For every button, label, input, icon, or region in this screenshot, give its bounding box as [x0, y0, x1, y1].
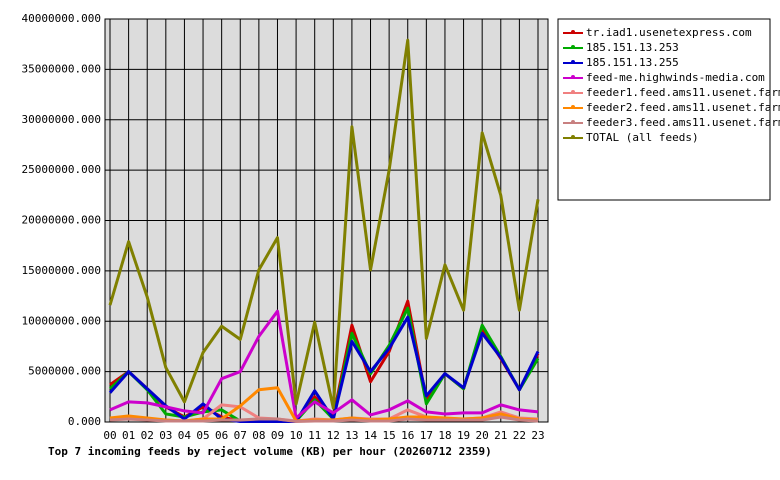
y-tick-label: 30000000.000 [22, 113, 101, 126]
x-tick-label: 07 [234, 429, 247, 442]
x-tick-label: 19 [457, 429, 470, 442]
y-tick-label: 20000000.000 [22, 214, 101, 227]
series-line [108, 38, 540, 410]
legend-dot [571, 45, 575, 49]
legend-label: 185.151.13.253 [586, 41, 679, 54]
x-tick-label: 17 [420, 429, 433, 442]
x-tick-label: 08 [252, 429, 265, 442]
series-line [109, 415, 539, 423]
x-tick-label: 12 [327, 429, 340, 442]
legend-label: feeder1.feed.ams11.usenet.farm [586, 86, 780, 99]
y-tick-label: 10000000.000 [22, 314, 101, 327]
legend-dot [571, 60, 575, 64]
y-tick-label: 5000000.000 [28, 365, 101, 378]
legend-label: TOTAL (all feeds) [586, 131, 699, 144]
x-tick-label: 00 [103, 429, 116, 442]
x-tick-label: 06 [215, 429, 228, 442]
legend-dot [571, 120, 575, 124]
x-tick-label: 14 [364, 429, 378, 442]
legend-label: 185.151.13.255 [586, 56, 679, 69]
x-tick-label: 22 [513, 429, 526, 442]
x-tick-label: 15 [383, 429, 396, 442]
series-line [108, 315, 540, 423]
x-tick-label: 13 [345, 429, 358, 442]
legend-label: feeder2.feed.ams11.usenet.farm [586, 101, 780, 114]
legend-box [557, 18, 771, 201]
y-tick-label: 25000000.000 [22, 163, 101, 176]
y-tick-label: 35000000.000 [22, 62, 101, 75]
chart-title: Top 7 incoming feeds by reject volume (K… [48, 445, 492, 458]
x-tick-label: 11 [308, 429, 321, 442]
legend-dot [571, 30, 575, 34]
legend-dot [571, 105, 575, 109]
legend-label: feeder3.feed.ams11.usenet.farm [586, 116, 780, 129]
legend-dot [571, 135, 575, 139]
legend-label: feed-me.highwinds-media.com [586, 71, 765, 84]
y-tick-label: 0.000 [68, 415, 101, 428]
x-tick-label: 09 [271, 429, 284, 442]
x-tick-label: 04 [178, 429, 192, 442]
x-tick-label: 21 [494, 429, 507, 442]
y-tick-label: 40000000.000 [22, 12, 101, 25]
x-tick-label: 03 [159, 429, 172, 442]
x-tick-label: 05 [196, 429, 209, 442]
series-line [109, 309, 539, 420]
x-tick-label: 23 [531, 429, 544, 442]
legend-label: tr.iad1.usenetexpress.com [586, 26, 752, 39]
x-tick-label: 18 [438, 429, 451, 442]
legend-dot [571, 75, 575, 79]
legend-dot [571, 90, 575, 94]
y-tick-label: 15000000.000 [22, 264, 101, 277]
x-tick-label: 01 [122, 429, 135, 442]
x-tick-label: 02 [141, 429, 154, 442]
x-tick-label: 10 [289, 429, 302, 442]
x-tick-label: 20 [476, 429, 489, 442]
x-tick-label: 16 [401, 429, 414, 442]
